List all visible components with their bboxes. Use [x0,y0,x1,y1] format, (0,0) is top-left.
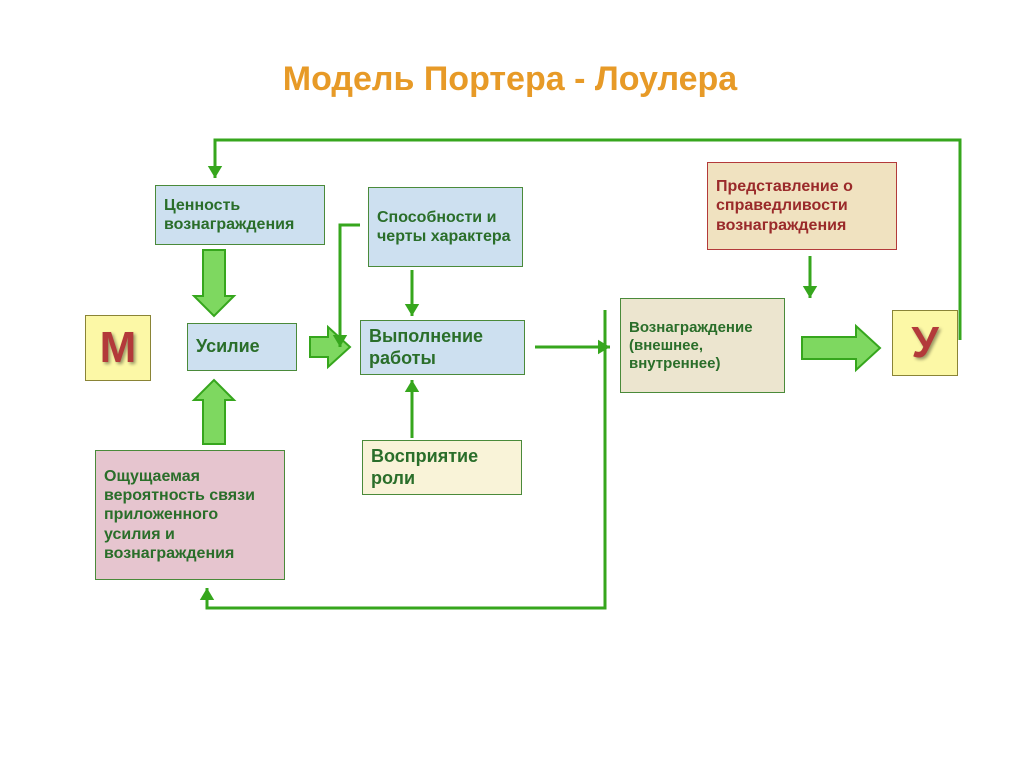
node-role: Восприятие роли [362,440,522,495]
diagram-title: Модель Портера - Лоулера [210,60,810,99]
node-abilities: Способности и черты характера [368,187,523,267]
arrows-layer [0,0,1024,767]
node-value: Ценность вознаграждения [155,185,325,245]
node-u: У [892,310,958,376]
diagram-stage: Модель Портера - Лоулера М У Ценность во… [0,0,1024,767]
node-fairness: Представление о справедливости вознаграж… [707,162,897,250]
node-performance: Выполнение работы [360,320,525,375]
node-m: М [85,315,151,381]
node-probability: Ощущаемая вероятность связи приложенного… [95,450,285,580]
node-effort: Усилие [187,323,297,371]
node-reward: Вознаграждение (внешнее, внутреннее) [620,298,785,393]
